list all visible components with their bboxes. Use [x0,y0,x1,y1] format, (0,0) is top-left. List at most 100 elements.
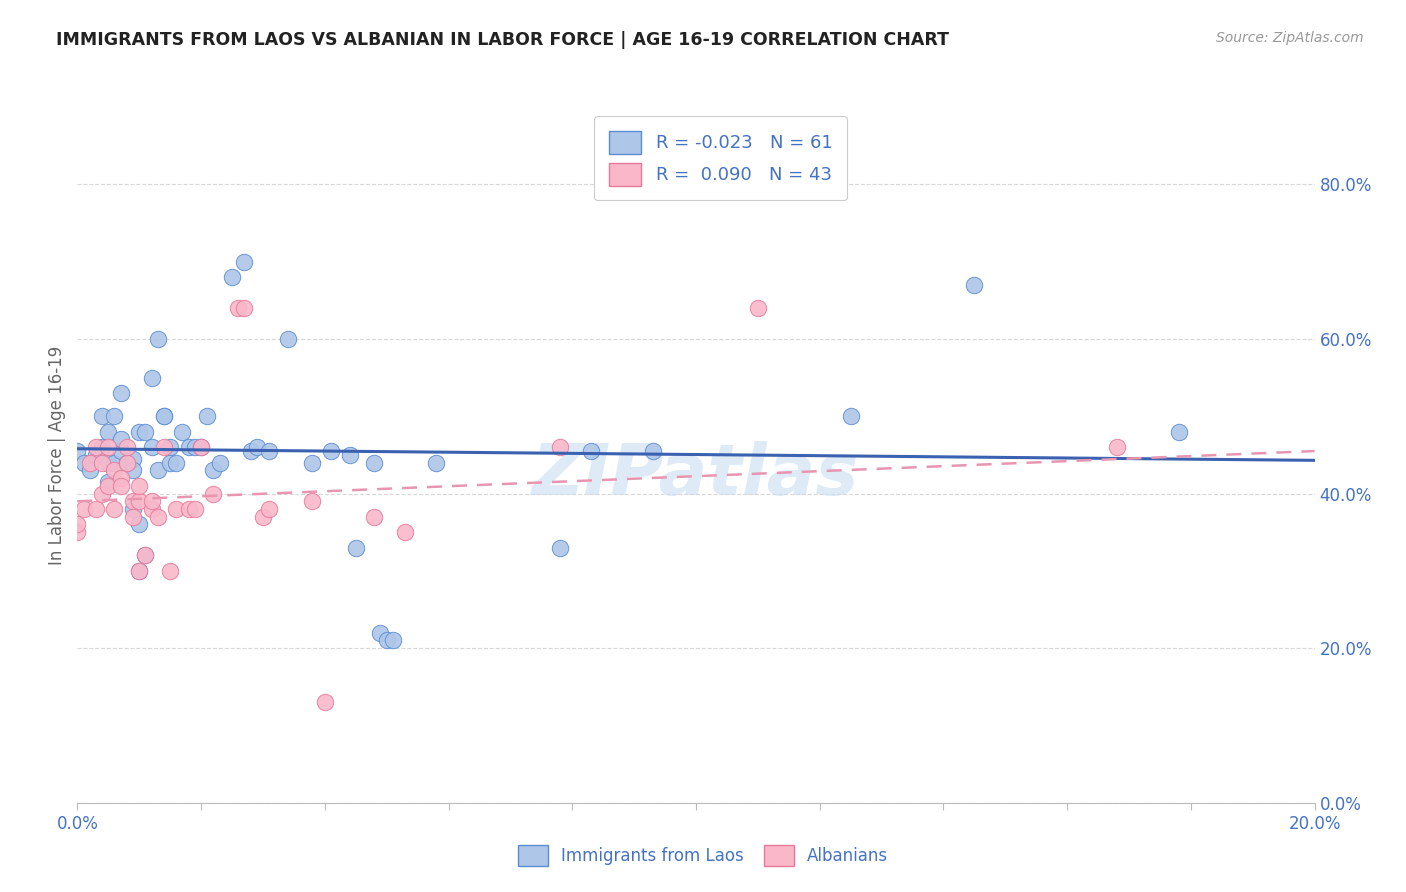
Point [184,502,207,516]
Point [122,463,145,477]
Point [548,541,571,555]
Legend: Immigrants from Laos, Albanians: Immigrants from Laos, Albanians [509,837,897,875]
Point [146,463,169,477]
Point [425,456,447,470]
Point [79,463,101,477]
Point [301,456,323,470]
Point [66,525,89,540]
Point [252,509,274,524]
Point [381,633,404,648]
Point [97,425,120,439]
Point [339,448,361,462]
Point [246,440,269,454]
Point [110,471,132,485]
Point [115,456,138,470]
Point [208,456,231,470]
Point [141,370,163,384]
Point [84,448,107,462]
Point [72,502,94,516]
Point [128,564,150,578]
Point [97,440,120,454]
Point [177,502,200,516]
Point [257,502,280,516]
Point [115,456,138,470]
Point [141,502,163,516]
Point [128,425,150,439]
Point [233,301,256,315]
Point [97,475,120,489]
Point [103,463,125,477]
Point [363,456,385,470]
Point [103,409,125,424]
Point [375,633,398,648]
Point [963,277,986,292]
Point [177,440,200,454]
Point [122,494,145,508]
Point [1167,425,1189,439]
Point [301,494,323,508]
Text: Source: ZipAtlas.com: Source: ZipAtlas.com [1216,31,1364,45]
Point [72,456,94,470]
Legend: R = -0.023   N = 61, R =  0.090   N = 43: R = -0.023 N = 61, R = 0.090 N = 43 [595,116,846,201]
Point [363,509,385,524]
Point [66,517,89,532]
Point [153,409,176,424]
Point [122,451,145,466]
Point [548,440,571,454]
Point [134,549,156,563]
Point [314,695,336,709]
Point [146,332,169,346]
Point [128,517,150,532]
Point [141,494,163,508]
Point [122,509,145,524]
Point [134,549,156,563]
Point [202,486,225,500]
Point [141,440,163,454]
Point [128,564,150,578]
Point [277,332,299,346]
Point [184,440,207,454]
Point [91,486,114,500]
Point [66,444,89,458]
Point [110,479,132,493]
Point [233,254,256,268]
Point [221,270,243,285]
Point [1105,440,1128,454]
Point [84,502,107,516]
Point [103,502,125,516]
Point [165,456,187,470]
Point [344,541,367,555]
Point [579,444,602,458]
Point [195,409,218,424]
Point [110,444,132,458]
Point [370,625,392,640]
Text: ZIPatlas: ZIPatlas [533,442,859,510]
Point [91,456,114,470]
Point [134,425,156,439]
Point [110,433,132,447]
Point [115,456,138,470]
Point [110,386,132,401]
Point [146,509,169,524]
Point [839,409,862,424]
Point [319,444,342,458]
Point [153,440,176,454]
Point [202,463,225,477]
Point [128,479,150,493]
Point [641,444,664,458]
Point [165,502,187,516]
Point [239,444,262,458]
Point [79,456,101,470]
Point [257,444,280,458]
Point [122,502,145,516]
Point [91,440,114,454]
Point [172,425,194,439]
Text: IMMIGRANTS FROM LAOS VS ALBANIAN IN LABOR FORCE | AGE 16-19 CORRELATION CHART: IMMIGRANTS FROM LAOS VS ALBANIAN IN LABO… [56,31,949,49]
Point [153,409,176,424]
Point [103,456,125,470]
Point [747,301,769,315]
Point [226,301,249,315]
Point [97,479,120,493]
Point [190,440,212,454]
Point [190,440,212,454]
